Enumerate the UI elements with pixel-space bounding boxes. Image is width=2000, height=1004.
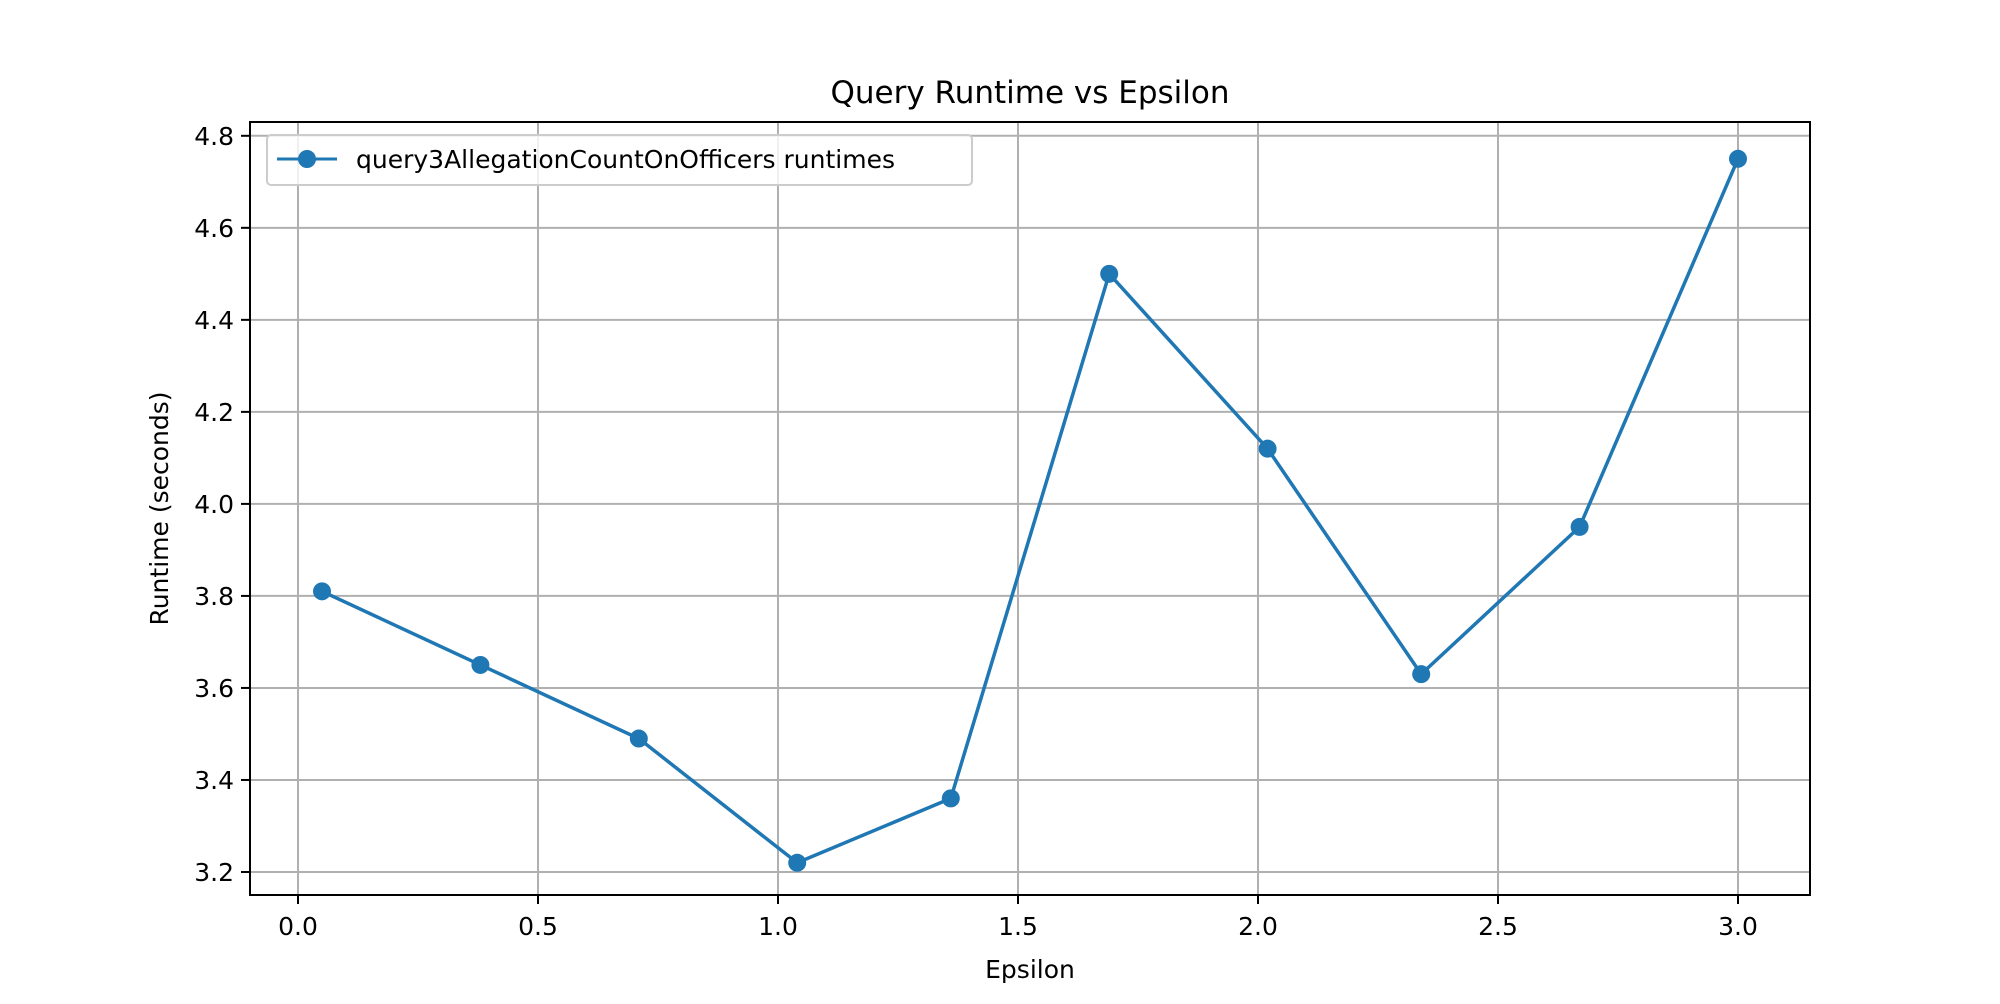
data-point [941,789,960,808]
plot-frame [249,121,1811,896]
data-point [788,853,807,872]
data-point [1570,517,1589,536]
x-tick-label: 1.0 [758,912,798,941]
legend: query3AllegationCountOnOfficers runtimes [266,134,973,186]
y-tick-label: 4.8 [194,122,234,151]
chart-title: Query Runtime vs Epsilon [830,75,1229,111]
y-tick-label: 3.8 [194,582,234,611]
legend-box [266,134,973,186]
series-line [321,158,1740,865]
x-tick-label: 0.5 [518,912,558,941]
y-tick-label: 4.6 [194,214,234,243]
data-point [313,582,331,601]
y-tick-label: 4.0 [194,490,234,519]
x-tick-label: 1.5 [998,912,1038,941]
x-tick-label: 2.5 [1478,912,1518,941]
data-point [1258,439,1277,458]
data-point [1412,665,1431,684]
y-tick-label: 3.2 [194,858,234,887]
x-tick-label: 0.0 [278,912,318,941]
legend-point-marker [298,150,316,168]
data-point [629,729,648,748]
series-layer [313,149,1747,872]
data-point [1729,149,1747,168]
y-axis-label: Runtime (seconds) [145,391,174,625]
y-tick-label: 3.4 [194,766,234,795]
tick-layer: 0.0 0.5 1.0 1.5 2.0 2.5 3.0 3.2 3.4 3.6 3.8 4.0 4.2 4… [194,122,1758,941]
y-tick-label: 4.4 [194,306,234,335]
x-tick-label: 3.0 [1718,912,1758,941]
y-tick-label: 3.6 [194,674,234,703]
x-axis-label: Epsilon [985,955,1075,984]
data-point [471,655,490,674]
legend-label: query3AllegationCountOnOfficers runtimes [356,145,895,174]
grid-layer [250,122,1810,895]
data-point [1100,264,1119,283]
y-tick-label: 4.2 [194,398,234,427]
x-tick-label: 2.0 [1238,912,1278,941]
